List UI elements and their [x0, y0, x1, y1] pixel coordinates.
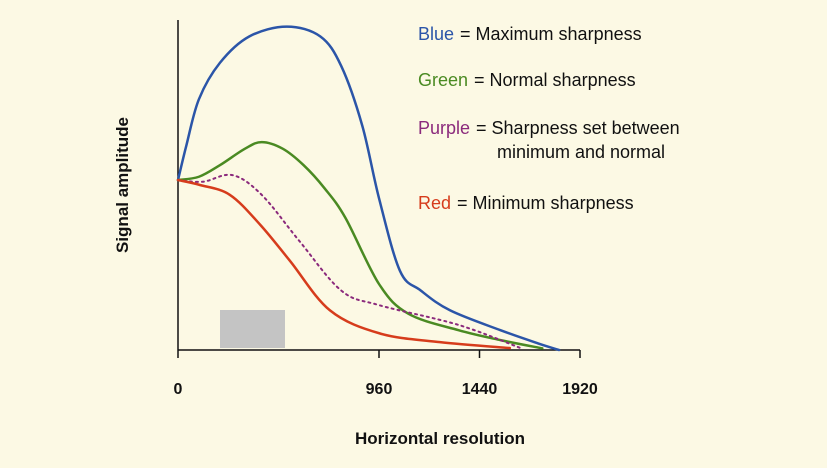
legend-description: = Normal sharpness: [474, 70, 636, 90]
legend-name: Green: [418, 70, 468, 90]
legend-description: = Maximum sharpness: [460, 24, 642, 44]
line-series: [176, 178, 512, 350]
legend-name: Red: [418, 193, 451, 213]
x-tick-label: 1440: [462, 381, 498, 398]
legend-description: = Minimum sharpness: [457, 193, 634, 213]
line-series: [176, 140, 544, 350]
legend-description: minimum and normal: [497, 142, 665, 162]
line-series: [176, 25, 561, 352]
legend-entry: Purple = Sharpness set between: [418, 118, 680, 138]
legend-entry: Blue = Maximum sharpness: [418, 24, 642, 44]
shaded-box: [220, 310, 285, 348]
line-series: [177, 173, 523, 350]
legend-name: Blue: [418, 24, 454, 44]
x-tick-label: 960: [366, 381, 393, 398]
legend-entry: Green = Normal sharpness: [418, 70, 636, 90]
x-tick-label: 1920: [562, 381, 598, 398]
legend-description: = Sharpness set between: [476, 118, 680, 138]
x-tick-label: 0: [174, 381, 183, 398]
x-axis-label: Horizontal resolution: [355, 429, 525, 448]
legend-name: Purple: [418, 118, 470, 138]
legend-entry: Red = Minimum sharpness: [418, 193, 634, 213]
y-axis-label: Signal amplitude: [113, 117, 132, 253]
